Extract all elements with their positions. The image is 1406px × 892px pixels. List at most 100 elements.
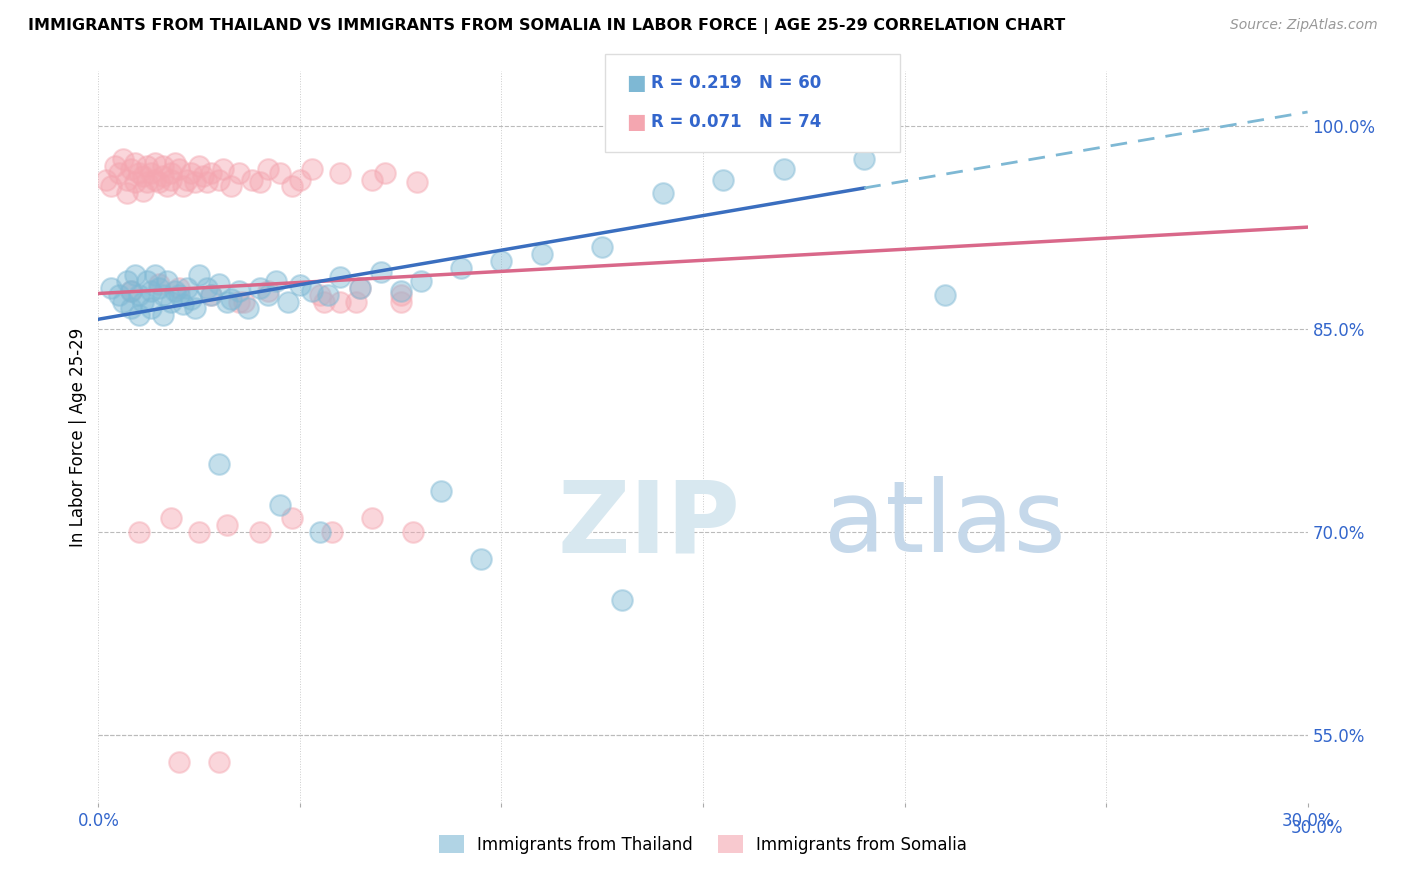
- Point: [180, 166, 202, 180]
- Point: [152, 169, 174, 183]
- Point: [301, 284, 323, 298]
- Point: [301, 161, 323, 176]
- Point: [321, 524, 343, 539]
- Point: [167, 281, 190, 295]
- Point: [176, 281, 198, 295]
- Point: [344, 294, 367, 309]
- Text: ZIP: ZIP: [558, 476, 741, 574]
- Point: [115, 186, 138, 201]
- Point: [361, 511, 384, 525]
- Point: [156, 179, 179, 194]
- Point: [172, 297, 194, 311]
- Point: [167, 161, 190, 176]
- Point: [208, 755, 231, 769]
- Point: [132, 184, 155, 198]
- Point: [152, 159, 174, 173]
- Point: [135, 274, 157, 288]
- Point: [184, 176, 207, 190]
- Point: [193, 169, 215, 183]
- Point: [256, 161, 278, 176]
- Point: [249, 281, 271, 295]
- Text: ■: ■: [626, 73, 645, 93]
- Point: [228, 166, 250, 180]
- Point: [195, 176, 218, 190]
- Point: [221, 179, 243, 194]
- Point: [217, 294, 239, 309]
- Text: atlas: atlas: [824, 476, 1066, 574]
- Point: [167, 288, 190, 302]
- Text: 30.0%: 30.0%: [1291, 819, 1343, 837]
- Point: [124, 156, 146, 170]
- Text: ■: ■: [626, 112, 645, 132]
- Point: [120, 301, 142, 316]
- Point: [232, 294, 254, 309]
- Text: IMMIGRANTS FROM THAILAND VS IMMIGRANTS FROM SOMALIA IN LABOR FORCE | AGE 25-29 C: IMMIGRANTS FROM THAILAND VS IMMIGRANTS F…: [28, 18, 1066, 34]
- Point: [172, 179, 194, 194]
- Point: [132, 169, 155, 183]
- Point: [143, 268, 166, 282]
- Point: [208, 457, 231, 471]
- Point: [188, 268, 211, 282]
- Point: [389, 284, 412, 298]
- Point: [148, 176, 170, 190]
- Point: [160, 172, 183, 186]
- Legend: Immigrants from Thailand, Immigrants from Somalia: Immigrants from Thailand, Immigrants fro…: [432, 829, 974, 860]
- Point: [163, 156, 186, 170]
- Point: [128, 524, 150, 539]
- Point: [139, 166, 162, 180]
- Point: [405, 176, 427, 190]
- Point: [281, 179, 304, 194]
- Point: [132, 294, 155, 309]
- Point: [530, 247, 553, 261]
- Point: [143, 156, 166, 170]
- Point: [188, 159, 211, 173]
- Point: [269, 498, 291, 512]
- Point: [240, 172, 263, 186]
- Point: [228, 284, 250, 298]
- Point: [389, 294, 412, 309]
- Point: [120, 284, 142, 298]
- Point: [288, 278, 311, 293]
- Point: [389, 288, 412, 302]
- Point: [167, 755, 190, 769]
- Point: [135, 176, 157, 190]
- Point: [612, 592, 634, 607]
- Point: [107, 288, 129, 302]
- Point: [281, 511, 304, 525]
- Point: [148, 277, 170, 291]
- Point: [651, 186, 673, 201]
- Point: [115, 172, 138, 186]
- Point: [143, 172, 166, 186]
- Point: [430, 484, 453, 499]
- Point: [128, 308, 150, 322]
- Point: [96, 172, 118, 186]
- Point: [269, 166, 291, 180]
- Point: [152, 308, 174, 322]
- Point: [135, 159, 157, 173]
- Point: [409, 274, 432, 288]
- Point: [120, 284, 142, 298]
- Point: [180, 292, 202, 306]
- Point: [115, 274, 138, 288]
- Point: [156, 274, 179, 288]
- Point: [184, 301, 207, 316]
- Point: [200, 166, 222, 180]
- Point: [374, 166, 396, 180]
- Point: [160, 166, 183, 180]
- Point: [120, 161, 142, 176]
- Point: [288, 172, 311, 186]
- Point: [491, 254, 513, 268]
- Point: [316, 288, 339, 302]
- Point: [128, 288, 150, 302]
- Point: [853, 153, 876, 167]
- Point: [100, 281, 122, 295]
- Point: [124, 176, 146, 190]
- Point: [591, 240, 613, 254]
- Point: [349, 281, 371, 295]
- Point: [139, 301, 162, 316]
- Point: [329, 294, 352, 309]
- Point: [100, 179, 122, 194]
- Point: [160, 511, 183, 525]
- Point: [402, 524, 425, 539]
- Point: [361, 172, 384, 186]
